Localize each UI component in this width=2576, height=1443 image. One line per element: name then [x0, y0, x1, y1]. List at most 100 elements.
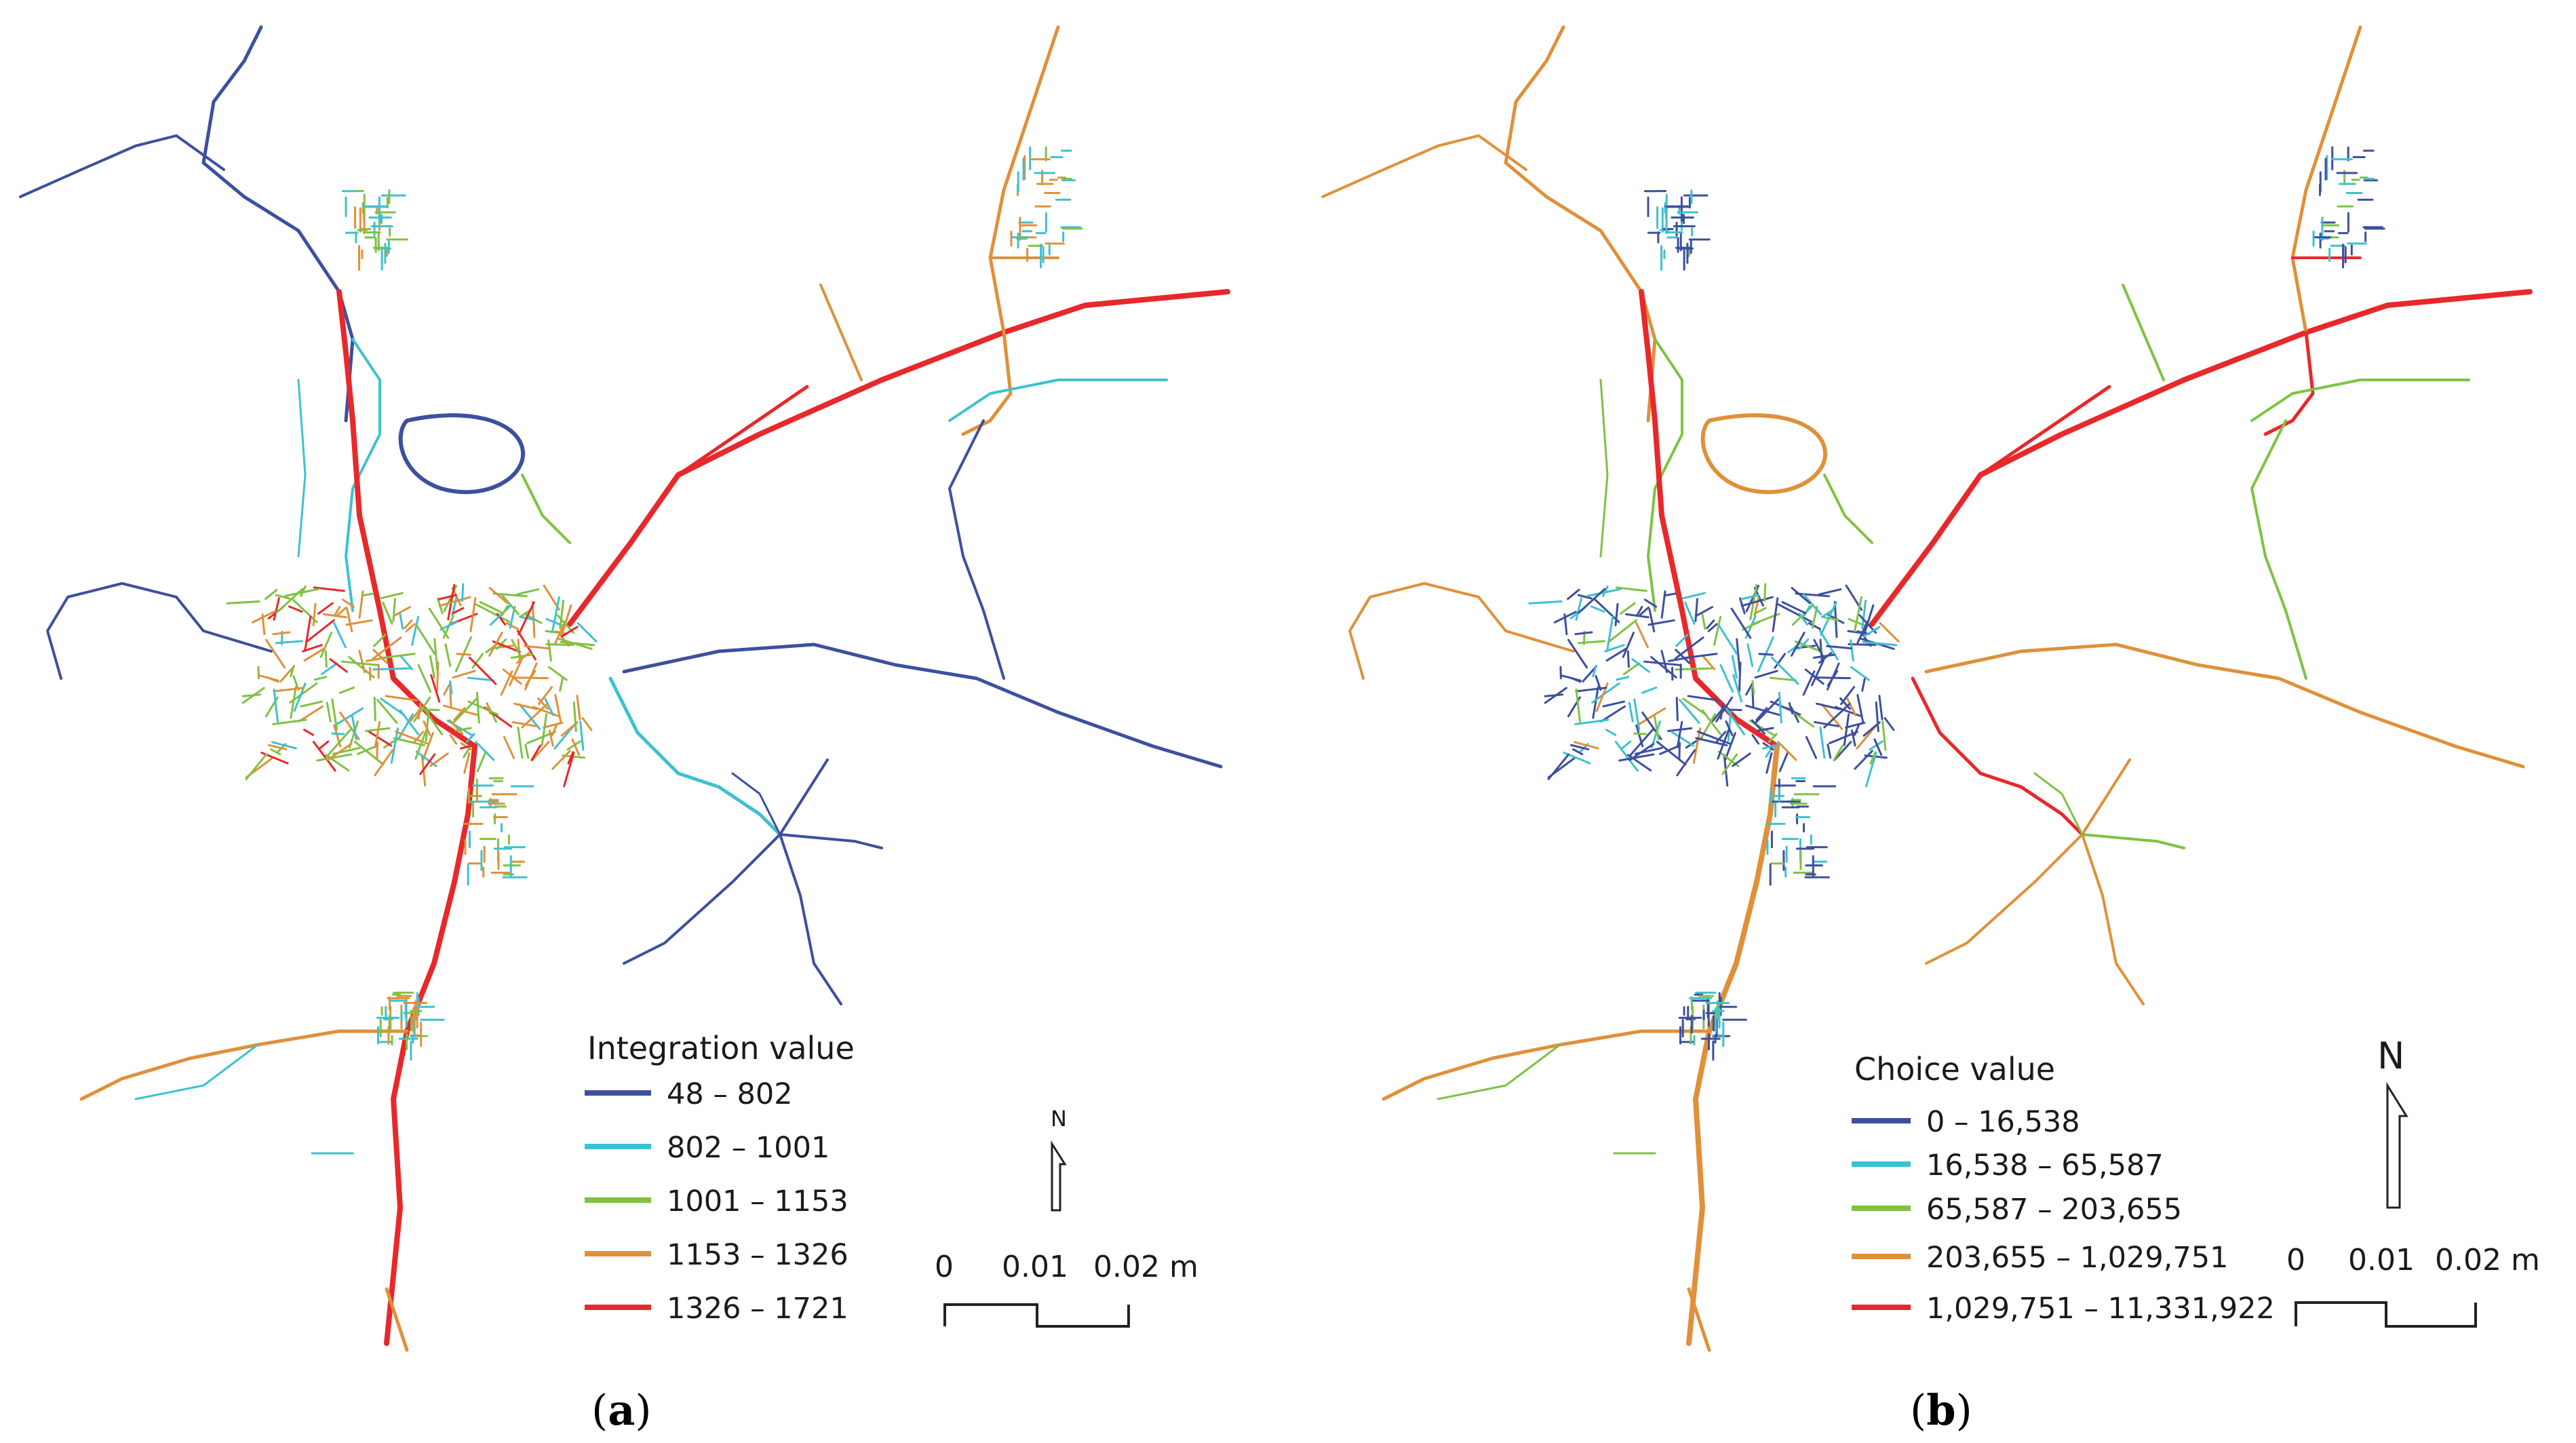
street-segment — [1547, 753, 1570, 780]
street-segment — [345, 338, 381, 612]
street-segment — [1695, 737, 1728, 747]
street-segment — [1719, 702, 1724, 720]
street-segment — [1723, 731, 1736, 762]
street-segment — [1624, 613, 1650, 619]
street-segment — [425, 710, 430, 742]
street-segment — [1755, 707, 1768, 721]
street-segment — [1582, 665, 1597, 682]
street-segment — [1628, 727, 1655, 757]
street-segment — [1725, 708, 1746, 735]
street-segment — [1861, 599, 1867, 630]
street-segment — [385, 1287, 409, 1352]
street-segment — [368, 731, 393, 747]
street-segment — [1628, 743, 1655, 761]
street-segment — [351, 714, 357, 741]
street-segment — [1846, 697, 1857, 716]
street-segment — [1823, 474, 1873, 544]
street-segment — [312, 602, 317, 627]
street-segment — [2122, 284, 2165, 381]
street-segment — [1778, 750, 1789, 773]
street-segment — [1850, 729, 1856, 747]
street-segment — [731, 772, 781, 836]
street-segment — [1839, 697, 1852, 710]
street-segment — [1820, 615, 1839, 621]
street-segment — [1803, 594, 1822, 615]
street-segment — [1804, 668, 1824, 685]
street-segment — [334, 707, 364, 726]
street-segment — [265, 588, 278, 600]
street-segment — [241, 693, 262, 697]
legend-label-5: 1326 – 1721 — [667, 1292, 848, 1326]
street-segment — [1696, 730, 1732, 746]
street-segment — [1850, 666, 1870, 681]
legend-label-2: 802 – 1001 — [667, 1131, 830, 1165]
street-segment — [554, 630, 567, 635]
street-segment — [331, 732, 345, 735]
street-segment — [443, 704, 480, 716]
street-network-map-integration — [19, 25, 1230, 1352]
street-segment — [479, 601, 505, 615]
street-segment — [1812, 653, 1836, 659]
street-segment — [1862, 626, 1881, 638]
street-segment — [2081, 758, 2131, 836]
street-segment — [1808, 622, 1822, 630]
street-segment — [1628, 701, 1634, 723]
street-segment — [1865, 752, 1877, 788]
street-segment — [492, 640, 521, 653]
street-segment — [1643, 660, 1682, 666]
street-segment — [1633, 698, 1641, 731]
street-segment — [1778, 691, 1782, 724]
street-segment — [1758, 653, 1774, 656]
street-segment — [331, 698, 338, 731]
street-segment — [2081, 833, 2185, 849]
street-segment — [1843, 713, 1850, 746]
svg-text:(b): (b) — [1910, 1385, 1972, 1435]
street-segment — [1635, 621, 1649, 649]
street-segment — [1605, 729, 1617, 736]
street-segment — [279, 665, 295, 682]
street-segment — [1813, 638, 1825, 659]
street-segment — [467, 700, 499, 716]
street-segment — [1839, 686, 1856, 706]
street-segment — [1684, 601, 1696, 625]
street-segment — [289, 682, 318, 704]
street-segment — [392, 598, 396, 622]
street-segment — [303, 647, 326, 662]
street-main — [1869, 289, 2533, 627]
street-segment — [303, 729, 315, 736]
street-segment — [1856, 630, 1869, 635]
street-segment — [496, 613, 507, 626]
street-segment — [544, 697, 555, 716]
street-segment — [423, 720, 431, 736]
street-segment — [488, 706, 497, 723]
street-segment — [518, 703, 541, 730]
street-segment — [1727, 710, 1732, 742]
street-segment — [1614, 741, 1639, 772]
street-segment — [417, 663, 432, 693]
street-segment — [270, 748, 281, 756]
street-segment — [819, 284, 863, 381]
street-segment — [443, 682, 451, 696]
street-segment — [1794, 640, 1823, 653]
street-segment — [1745, 682, 1753, 696]
street-segment — [1811, 659, 1824, 687]
street-segment — [779, 758, 829, 836]
street-segment — [1679, 699, 1700, 725]
street-segment — [521, 703, 549, 729]
street-segment — [1701, 613, 1706, 630]
legend-label-3: 1001 – 1153 — [667, 1185, 848, 1218]
north-arrow: N — [2377, 1035, 2408, 1209]
street-segment — [1577, 594, 1593, 600]
street-segment — [1606, 615, 1614, 653]
street-segment — [576, 695, 581, 720]
street-segment — [537, 686, 553, 706]
street-segment — [1788, 702, 1794, 714]
street-segment — [1815, 702, 1841, 710]
street-segment — [273, 597, 280, 621]
street-segment — [1615, 586, 1647, 592]
street-segment — [382, 653, 416, 659]
street-segment — [438, 594, 457, 600]
street-segment — [961, 330, 1013, 436]
street-segment — [333, 606, 341, 617]
street-segment — [373, 634, 387, 647]
